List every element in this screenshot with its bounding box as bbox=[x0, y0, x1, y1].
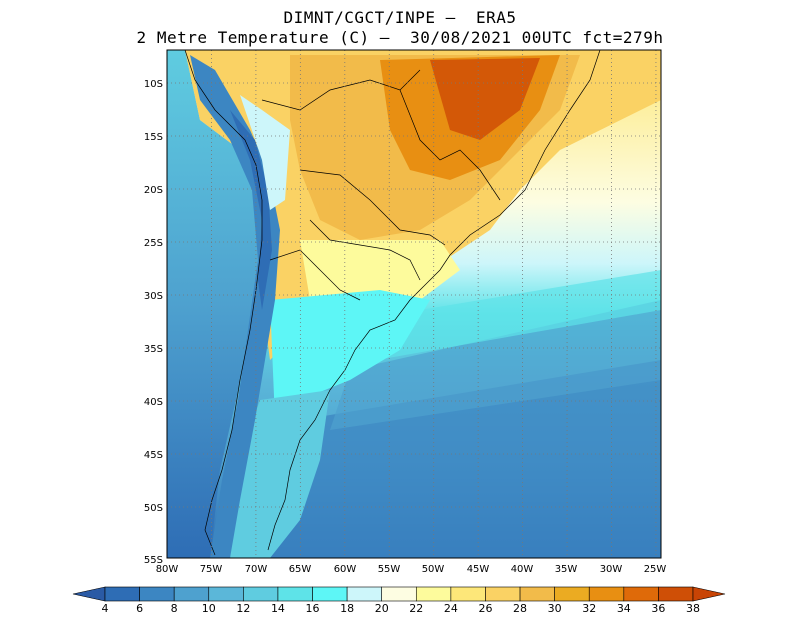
lat-label: 10S bbox=[144, 79, 163, 90]
lon-label: 30W bbox=[600, 564, 623, 575]
colorbar-swatch bbox=[554, 586, 590, 602]
coastlines bbox=[184, 50, 601, 556]
lon-label: 45W bbox=[467, 564, 490, 575]
colorbar-swatch bbox=[173, 586, 210, 602]
colorbar-label: 18 bbox=[340, 602, 354, 615]
colorbar-label: 24 bbox=[444, 602, 458, 615]
colorbar-label: 14 bbox=[271, 602, 285, 615]
colorbar-swatch bbox=[658, 586, 694, 602]
lat-label: 50S bbox=[144, 503, 163, 514]
colorbar-swatch bbox=[381, 586, 417, 602]
lon-label: 80W bbox=[156, 564, 179, 575]
andes-coldest bbox=[230, 110, 272, 310]
lat-label: 30S bbox=[144, 291, 163, 302]
colorbar-swatch bbox=[243, 586, 279, 602]
lat-label: 15S bbox=[144, 132, 163, 143]
colorbar-label: 12 bbox=[236, 602, 250, 615]
colorbar-swatch bbox=[519, 586, 555, 602]
chart-title-line1: DIMNT/CGCT/INPE – ERA5 bbox=[283, 8, 517, 27]
colorbar-low-arrow bbox=[72, 586, 106, 602]
lon-label: 65W bbox=[289, 564, 312, 575]
colorbar-swatch bbox=[312, 586, 348, 602]
colorbar: 4 6 8 10 12 14 16 18 20 22 24 26 28 30 32 34 36 38 bbox=[72, 586, 726, 615]
colorbar-swatch bbox=[139, 586, 175, 602]
colorbar-label: 10 bbox=[202, 602, 216, 615]
colorbar-label: 4 bbox=[102, 602, 109, 615]
colorbar-swatch bbox=[450, 586, 486, 602]
map-field bbox=[167, 50, 661, 558]
lat-label: 55S bbox=[144, 555, 163, 566]
colorbar-label: 30 bbox=[548, 602, 562, 615]
colorbar-swatch bbox=[208, 586, 244, 602]
colorbar-label: 32 bbox=[582, 602, 596, 615]
land-patagonia bbox=[230, 390, 330, 558]
colorbar-swatch bbox=[277, 586, 313, 602]
lat-label: 20S bbox=[144, 185, 163, 196]
colorbar-label: 26 bbox=[478, 602, 492, 615]
map-frame bbox=[166, 49, 662, 559]
chart-title-line2: 2 Metre Temperature (C) – 30/08/2021 00U… bbox=[136, 28, 664, 47]
lat-label: 40S bbox=[144, 397, 163, 408]
land-south-mild bbox=[300, 240, 460, 310]
colorbar-swatch bbox=[485, 586, 521, 602]
colorbar-swatch bbox=[415, 586, 452, 602]
colorbar-label: 28 bbox=[513, 602, 527, 615]
longitude-labels: 80W 75W 70W 65W 60W 55W 50W 45W 40W 35W … bbox=[156, 564, 667, 575]
lon-label: 50W bbox=[422, 564, 445, 575]
land-hottest bbox=[430, 58, 540, 140]
colorbar-label: 16 bbox=[306, 602, 320, 615]
lat-label: 25S bbox=[144, 238, 163, 249]
pacific-ocean bbox=[167, 50, 262, 558]
graticule bbox=[167, 50, 661, 558]
latitude-labels: 10S 15S 20S 25S 30S 35S 40S 45S 50S 55S bbox=[144, 79, 163, 566]
lon-label: 60W bbox=[334, 564, 357, 575]
lat-label: 35S bbox=[144, 344, 163, 355]
lon-label: 70W bbox=[245, 564, 268, 575]
lon-label: 25W bbox=[644, 564, 667, 575]
colorbar-swatch bbox=[588, 586, 625, 602]
cool-band bbox=[330, 300, 661, 430]
colorbar-label: 38 bbox=[686, 602, 700, 615]
lat-label: 45S bbox=[144, 450, 163, 461]
colorbar-label: 36 bbox=[651, 602, 665, 615]
cold-band bbox=[240, 360, 661, 558]
lon-label: 40W bbox=[511, 564, 534, 575]
colorbar-swatch bbox=[623, 586, 659, 602]
colorbar-label: 6 bbox=[136, 602, 143, 615]
colorbar-label: 22 bbox=[409, 602, 423, 615]
colorbar-label: 8 bbox=[171, 602, 178, 615]
altiplano bbox=[240, 95, 290, 210]
lon-label: 75W bbox=[200, 564, 223, 575]
colorbar-high-arrow bbox=[692, 586, 726, 602]
colorbar-label: 20 bbox=[375, 602, 389, 615]
colorbar-swatch bbox=[104, 586, 140, 602]
lon-label: 55W bbox=[378, 564, 401, 575]
colorbar-label: 34 bbox=[617, 602, 631, 615]
lon-label: 35W bbox=[555, 564, 578, 575]
colorbar-swatch bbox=[346, 586, 383, 602]
land-pampas bbox=[270, 290, 430, 420]
